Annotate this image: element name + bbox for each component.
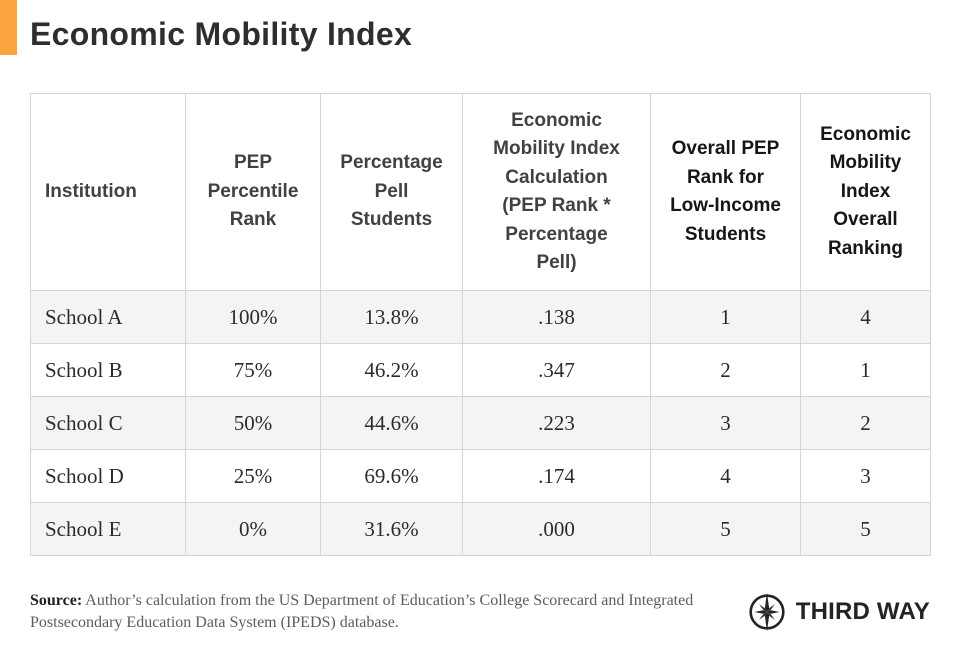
cell-emi-overall-ranking: 3 bbox=[800, 449, 931, 503]
cell-emi-overall-ranking: 5 bbox=[800, 502, 931, 556]
cell-emi-overall-ranking: 2 bbox=[800, 396, 931, 450]
third-way-wordmark: THIRD WAY bbox=[795, 597, 930, 625]
cell-overall-pep-rank: 1 bbox=[650, 290, 801, 344]
table-row-school-b: School B 75% 46.2% .347 2 1 bbox=[30, 343, 931, 397]
column-header-overall-pep-rank: Overall PEP Rank for Low-Income Students bbox=[650, 93, 801, 291]
cell-pep-percentile-rank: 25% bbox=[185, 449, 321, 503]
cell-pep-percentile-rank: 50% bbox=[185, 396, 321, 450]
cell-overall-pep-rank: 5 bbox=[650, 502, 801, 556]
cell-institution: School E bbox=[30, 502, 186, 556]
cell-percentage-pell: 13.8% bbox=[320, 290, 463, 344]
cell-percentage-pell: 44.6% bbox=[320, 396, 463, 450]
table-row-school-c: School C 50% 44.6% .223 3 2 bbox=[30, 396, 931, 450]
economic-mobility-table: Institution PEP Percentile Rank Percenta… bbox=[30, 93, 931, 556]
cell-overall-pep-rank: 2 bbox=[650, 343, 801, 397]
cell-institution: School C bbox=[30, 396, 186, 450]
cell-emi-calculation: .138 bbox=[462, 290, 651, 344]
cell-pep-percentile-rank: 75% bbox=[185, 343, 321, 397]
cell-emi-calculation: .347 bbox=[462, 343, 651, 397]
cell-emi-overall-ranking: 1 bbox=[800, 343, 931, 397]
title-accent-bar bbox=[0, 0, 17, 55]
column-header-institution: Institution bbox=[30, 93, 186, 291]
table-row-school-a: School A 100% 13.8% .138 1 4 bbox=[30, 290, 931, 344]
cell-pep-percentile-rank: 100% bbox=[185, 290, 321, 344]
source-label: Source: bbox=[30, 592, 83, 609]
column-header-percentage-pell-students: Percentage Pell Students bbox=[320, 93, 463, 291]
column-header-emi-overall-ranking: Economic Mobility Index Overall Ranking bbox=[800, 93, 931, 291]
source-note: Source: Author’s calculation from the US… bbox=[30, 590, 730, 633]
cell-institution: School B bbox=[30, 343, 186, 397]
cell-emi-calculation: .000 bbox=[462, 502, 651, 556]
cell-percentage-pell: 31.6% bbox=[320, 502, 463, 556]
column-header-pep-percentile-rank: PEP Percentile Rank bbox=[185, 93, 321, 291]
cell-institution: School D bbox=[30, 449, 186, 503]
source-text: Author’s calculation from the US Departm… bbox=[30, 592, 694, 631]
cell-emi-overall-ranking: 4 bbox=[800, 290, 931, 344]
table-row-school-e: School E 0% 31.6% .000 5 5 bbox=[30, 502, 931, 556]
compass-star-icon bbox=[747, 592, 787, 632]
third-way-logo: THIRD WAY bbox=[747, 592, 930, 632]
cell-emi-calculation: .174 bbox=[462, 449, 651, 503]
table-header-row: Institution PEP Percentile Rank Percenta… bbox=[30, 93, 931, 291]
footer: Source: Author’s calculation from the US… bbox=[30, 590, 930, 633]
page-title: Economic Mobility Index bbox=[30, 16, 413, 52]
cell-overall-pep-rank: 4 bbox=[650, 449, 801, 503]
cell-pep-percentile-rank: 0% bbox=[185, 502, 321, 556]
column-header-emi-calculation: Economic Mobility Index Calculation (PEP… bbox=[462, 93, 651, 291]
cell-emi-calculation: .223 bbox=[462, 396, 651, 450]
cell-overall-pep-rank: 3 bbox=[650, 396, 801, 450]
cell-percentage-pell: 69.6% bbox=[320, 449, 463, 503]
cell-institution: School A bbox=[30, 290, 186, 344]
table-row-school-d: School D 25% 69.6% .174 4 3 bbox=[30, 449, 931, 503]
cell-percentage-pell: 46.2% bbox=[320, 343, 463, 397]
